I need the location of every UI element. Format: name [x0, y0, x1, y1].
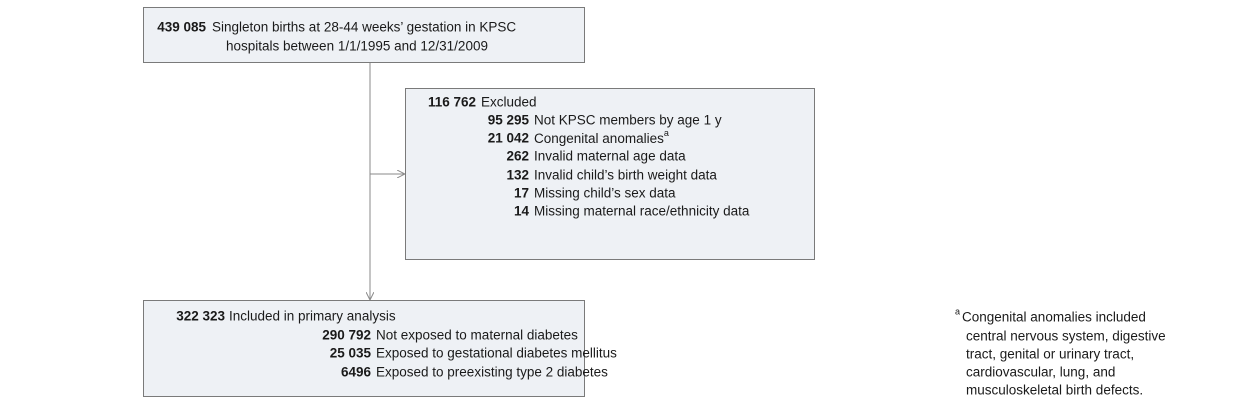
footnote-line: musculoskeletal birth defects.	[966, 383, 1143, 398]
label: Missing child’s sex data	[534, 186, 676, 201]
label: Congenital anomaliesa	[534, 128, 669, 145]
box-included	[143, 300, 585, 397]
footnote-line: cardiovascular, lung, and	[966, 365, 1115, 380]
label: Missing maternal race/ethnicity data	[534, 204, 750, 219]
count: 439 085	[157, 20, 206, 35]
count: 6496	[341, 365, 372, 380]
label: Invalid maternal age data	[534, 149, 686, 164]
label: Not exposed to maternal diabetes	[376, 328, 578, 343]
label: Exposed to preexisting type 2 diabetes	[376, 365, 608, 380]
count: 95 295	[488, 113, 530, 128]
superscript: a	[664, 128, 669, 138]
count: 322 323	[176, 309, 225, 324]
count: 17	[514, 186, 529, 201]
count: 132	[506, 168, 529, 183]
footnote-marker: a	[955, 306, 960, 316]
count: 116 762	[428, 95, 476, 110]
footnote-line: central nervous system, digestive	[966, 329, 1166, 344]
footnote-line: tract, genital or urinary tract,	[966, 347, 1134, 362]
label: Excluded	[481, 95, 537, 110]
count: 25 035	[330, 346, 372, 361]
label: Singleton births at 28-44 weeks’ gestati…	[212, 20, 516, 35]
count: 262	[506, 149, 529, 164]
count: 21 042	[488, 131, 529, 146]
box-cohort	[143, 7, 585, 63]
label: Exposed to gestational diabetes mellitus	[376, 346, 617, 361]
box-excluded	[405, 88, 815, 260]
label-text: Congenital anomalies	[534, 131, 664, 146]
label: Included in primary analysis	[229, 309, 396, 324]
count: 290 792	[322, 328, 371, 343]
footnote-line: Congenital anomalies included	[962, 310, 1146, 325]
label: hospitals between 1/1/1995 and 12/31/200…	[226, 39, 488, 54]
label: Invalid child’s birth weight data	[534, 168, 717, 183]
label: Not KPSC members by age 1 y	[534, 113, 722, 128]
count: 14	[514, 204, 530, 219]
